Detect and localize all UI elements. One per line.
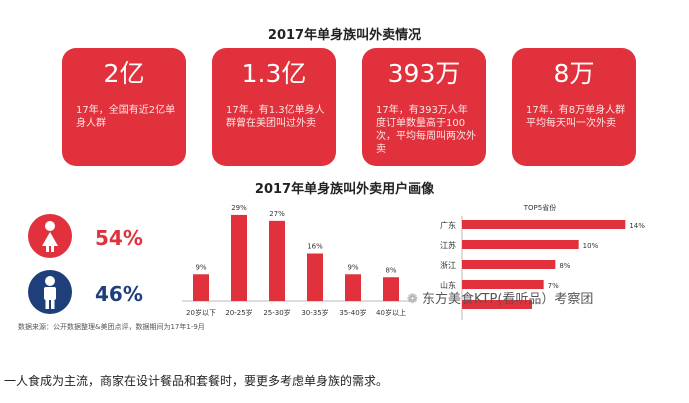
province-bar — [462, 220, 626, 229]
age-bar — [307, 253, 323, 301]
stat-card-value: 2亿 — [103, 59, 145, 88]
user-profile-title: 2017年单身族叫外卖用户画像 — [254, 182, 435, 197]
province-bar — [462, 280, 544, 289]
male-percentage: 46% — [95, 282, 143, 306]
province-bar — [462, 300, 532, 309]
age-tick-label: 40岁以上 — [376, 308, 406, 317]
age-bar — [269, 220, 285, 301]
province-label: 山东 — [440, 280, 456, 290]
province-label: 广东 — [440, 220, 456, 230]
age-bar — [231, 214, 247, 301]
age-bar-value-label: 16% — [307, 243, 323, 251]
stat-card-description: 17年，有393万人年度订单数量高于100次，平均每周叫两次外卖 — [376, 105, 476, 155]
male-icon — [44, 276, 56, 309]
female-badge — [28, 214, 72, 258]
age-bar — [345, 274, 361, 301]
province-value-label: 8% — [559, 262, 570, 270]
infographic-title: 2017年单身族叫外卖情况 — [267, 28, 422, 43]
province-value-label: 7% — [548, 282, 559, 290]
stat-card-single-population: 2亿 17年，全国有近2亿单身人群 — [62, 48, 186, 166]
province-bar — [462, 240, 579, 249]
age-tick-label: 20岁以下 — [186, 308, 216, 317]
province-value-label: 14% — [629, 222, 645, 230]
female-percentage: 54% — [95, 226, 143, 250]
age-tick-label: 25-30岁 — [263, 308, 290, 317]
province-chart-title: TOP5省份 — [523, 203, 556, 212]
stat-card-value: 393万 — [387, 59, 461, 88]
caption-text: 一人食成为主流，商家在设计餐品和套餐时，要更多考虑单身族的需求。 — [4, 374, 389, 388]
age-tick-label: 30-35岁 — [301, 308, 328, 317]
age-bar — [193, 274, 209, 301]
age-bar-value-label: 8% — [385, 266, 396, 274]
province-label: 江苏 — [440, 240, 456, 250]
male-badge — [28, 270, 72, 314]
age-bar — [383, 277, 399, 301]
female-icon — [42, 221, 58, 252]
province-value-label: 10% — [583, 242, 599, 250]
age-bar-value-label: 9% — [347, 263, 358, 271]
stat-card-description: 17年，有8万单身人群平均每天叫一次外卖 — [526, 105, 626, 129]
age-distribution-chart: 9% 20岁以下 29% 20-25岁 27% 25-30岁 16% 30-35岁 9% 35-4… — [182, 204, 410, 317]
stat-card-daily-orderers: 8万 17年，有8万单身人群平均每天叫一次外卖 — [512, 48, 636, 166]
stat-card-value: 8万 — [553, 59, 595, 88]
stat-card-description: 17年，全国有近2亿单身人群 — [76, 105, 176, 129]
province-label: 浙江 — [440, 260, 456, 270]
data-source-note: 数据来源：公开数据整理&美团点评，数据期间为17年1-9月 — [18, 323, 205, 331]
province-bar — [462, 260, 556, 269]
wechat-icon: ❁ — [407, 292, 423, 307]
age-bar-value-label: 29% — [231, 204, 247, 212]
stat-card-frequent-orderers: 393万 17年，有393万人年度订单数量高于100次，平均每周叫两次外卖 — [362, 48, 486, 166]
stat-card-meituan-users: 1.3亿 17年，有1.3亿单身人群曾在美团叫过外卖 — [212, 48, 336, 166]
age-tick-label: 20-25岁 — [225, 308, 252, 317]
age-bar-value-label: 9% — [195, 263, 206, 271]
age-tick-label: 35-40岁 — [339, 308, 366, 317]
age-bar-value-label: 27% — [269, 210, 285, 218]
stat-card-description: 17年，有1.3亿单身人群曾在美团叫过外卖 — [226, 105, 325, 129]
stat-card-value: 1.3亿 — [241, 59, 307, 88]
watermark: ❁ 东方美食KTP(看听品）考察团 — [407, 292, 594, 307]
